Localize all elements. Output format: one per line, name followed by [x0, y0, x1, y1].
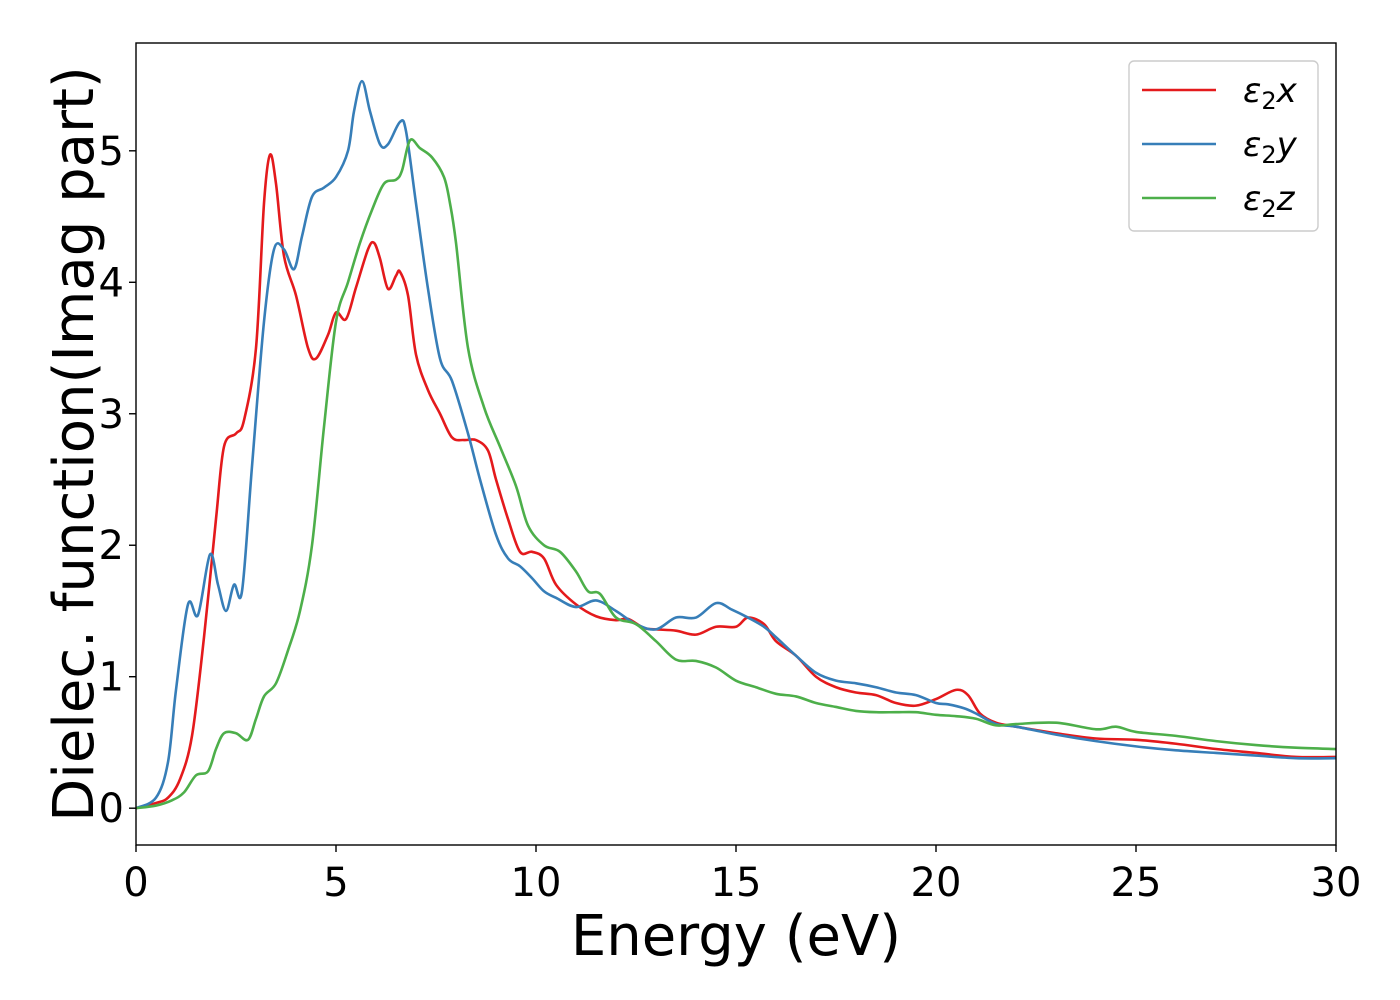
y-tick-label: 1 [99, 655, 124, 701]
legend-label-eps2y: ε2y [1243, 125, 1298, 169]
x-tick-label: 0 [123, 860, 148, 906]
legend-label-eps2x: ε2x [1243, 71, 1298, 115]
x-tick-label: 10 [511, 860, 562, 906]
legend-box [1128, 60, 1319, 232]
x-tick-label: 15 [711, 860, 762, 906]
y-axis: 0 1 2 3 4 5 [99, 129, 136, 832]
x-tick-label: 30 [1311, 860, 1362, 906]
series-layer [135, 79, 1337, 810]
y-tick-label: 2 [99, 523, 124, 569]
series-line-eps2y [135, 79, 1337, 810]
x-axis-label: Energy (eV) [571, 904, 901, 969]
series-line-eps2z [135, 138, 1337, 810]
series-line-eps2x [135, 153, 1337, 810]
legend: ε2x ε2y ε2z [1128, 60, 1319, 232]
x-tick-label: 5 [323, 860, 348, 906]
y-tick-label: 3 [99, 392, 124, 438]
x-tick-label: 20 [911, 860, 962, 906]
y-axis-label: Dielec. function(Imag part) [42, 66, 107, 822]
x-tick-label: 25 [1111, 860, 1162, 906]
x-axis: 0 5 10 15 20 25 30 [123, 845, 1361, 906]
y-tick-label: 4 [99, 260, 124, 306]
legend-label-eps2z: ε2z [1243, 179, 1296, 223]
y-tick-label: 0 [99, 786, 124, 832]
y-tick-label: 5 [99, 129, 124, 175]
